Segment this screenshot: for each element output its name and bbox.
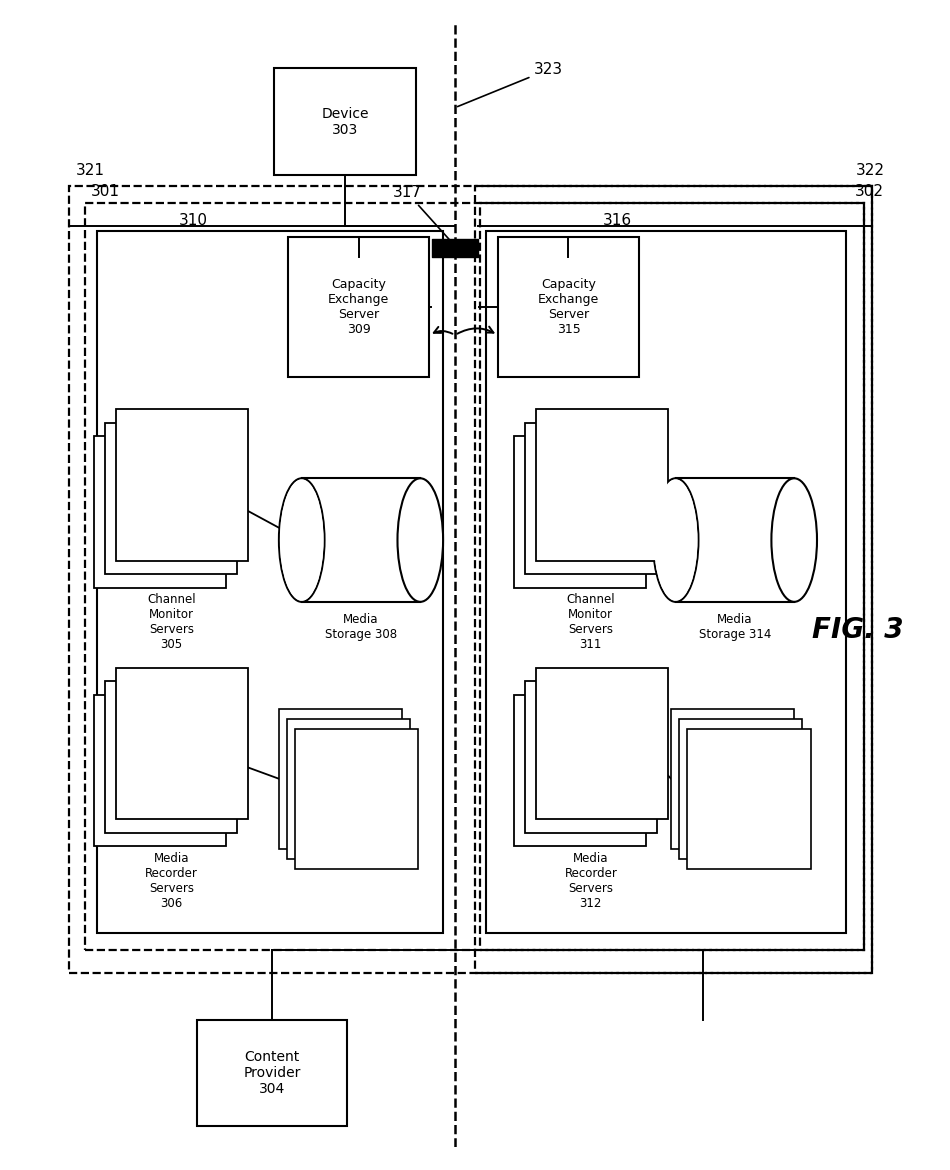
- Text: 310: 310: [179, 213, 208, 228]
- FancyArrowPatch shape: [457, 326, 493, 333]
- Bar: [279, 709, 402, 849]
- Bar: [94, 695, 226, 846]
- Bar: [486, 232, 846, 934]
- FancyArrowPatch shape: [434, 326, 452, 333]
- Bar: [480, 204, 864, 950]
- Ellipse shape: [280, 480, 324, 600]
- Text: 323: 323: [458, 62, 563, 106]
- Bar: [498, 236, 639, 377]
- Ellipse shape: [771, 479, 817, 601]
- Bar: [688, 729, 810, 869]
- Bar: [116, 668, 248, 819]
- Bar: [116, 410, 248, 560]
- Text: Channel
Monitor
Servers
305: Channel Monitor Servers 305: [147, 593, 196, 652]
- Text: Metadata
Indexes
307: Metadata Indexes 307: [321, 768, 377, 811]
- Bar: [671, 709, 794, 849]
- Bar: [287, 718, 410, 859]
- Text: Channel
Monitor
Servers
311: Channel Monitor Servers 311: [566, 593, 616, 652]
- Bar: [475, 186, 872, 972]
- Bar: [288, 236, 429, 377]
- Text: Media
Storage 308: Media Storage 308: [325, 613, 397, 641]
- Text: Media
Storage 314: Media Storage 314: [699, 613, 771, 641]
- Ellipse shape: [397, 479, 443, 601]
- Bar: [275, 68, 416, 176]
- Text: 317: 317: [393, 186, 453, 243]
- Ellipse shape: [279, 479, 325, 601]
- Text: Device
303: Device 303: [321, 106, 369, 137]
- Text: Capacity
Exchange
Server
309: Capacity Exchange Server 309: [328, 278, 390, 336]
- Bar: [679, 718, 803, 859]
- Bar: [97, 232, 443, 934]
- Bar: [514, 695, 646, 846]
- Text: Content
Provider
304: Content Provider 304: [243, 1049, 301, 1096]
- Bar: [524, 681, 657, 833]
- Text: 302: 302: [854, 184, 884, 199]
- Ellipse shape: [654, 480, 697, 600]
- Text: 301: 301: [91, 184, 120, 199]
- Text: Media
Recorder
Servers
306: Media Recorder Servers 306: [144, 852, 198, 910]
- Text: 322: 322: [856, 164, 885, 178]
- Bar: [85, 204, 864, 950]
- Text: 316: 316: [602, 213, 632, 228]
- Bar: [94, 436, 226, 587]
- Text: Capacity
Exchange
Server
315: Capacity Exchange Server 315: [538, 278, 599, 336]
- Text: Metadata
Indexes
313: Metadata Indexes 313: [712, 768, 769, 811]
- Ellipse shape: [653, 479, 698, 601]
- Text: FIG. 3: FIG. 3: [812, 615, 903, 644]
- Text: Media
Recorder
Servers
312: Media Recorder Servers 312: [564, 852, 618, 910]
- Bar: [536, 668, 668, 819]
- Bar: [524, 422, 657, 574]
- Bar: [105, 681, 238, 833]
- Bar: [105, 422, 238, 574]
- Bar: [69, 186, 872, 972]
- Bar: [295, 729, 418, 869]
- Bar: [536, 410, 668, 560]
- Text: 321: 321: [76, 164, 104, 178]
- Bar: [514, 436, 646, 587]
- Bar: [197, 1020, 348, 1127]
